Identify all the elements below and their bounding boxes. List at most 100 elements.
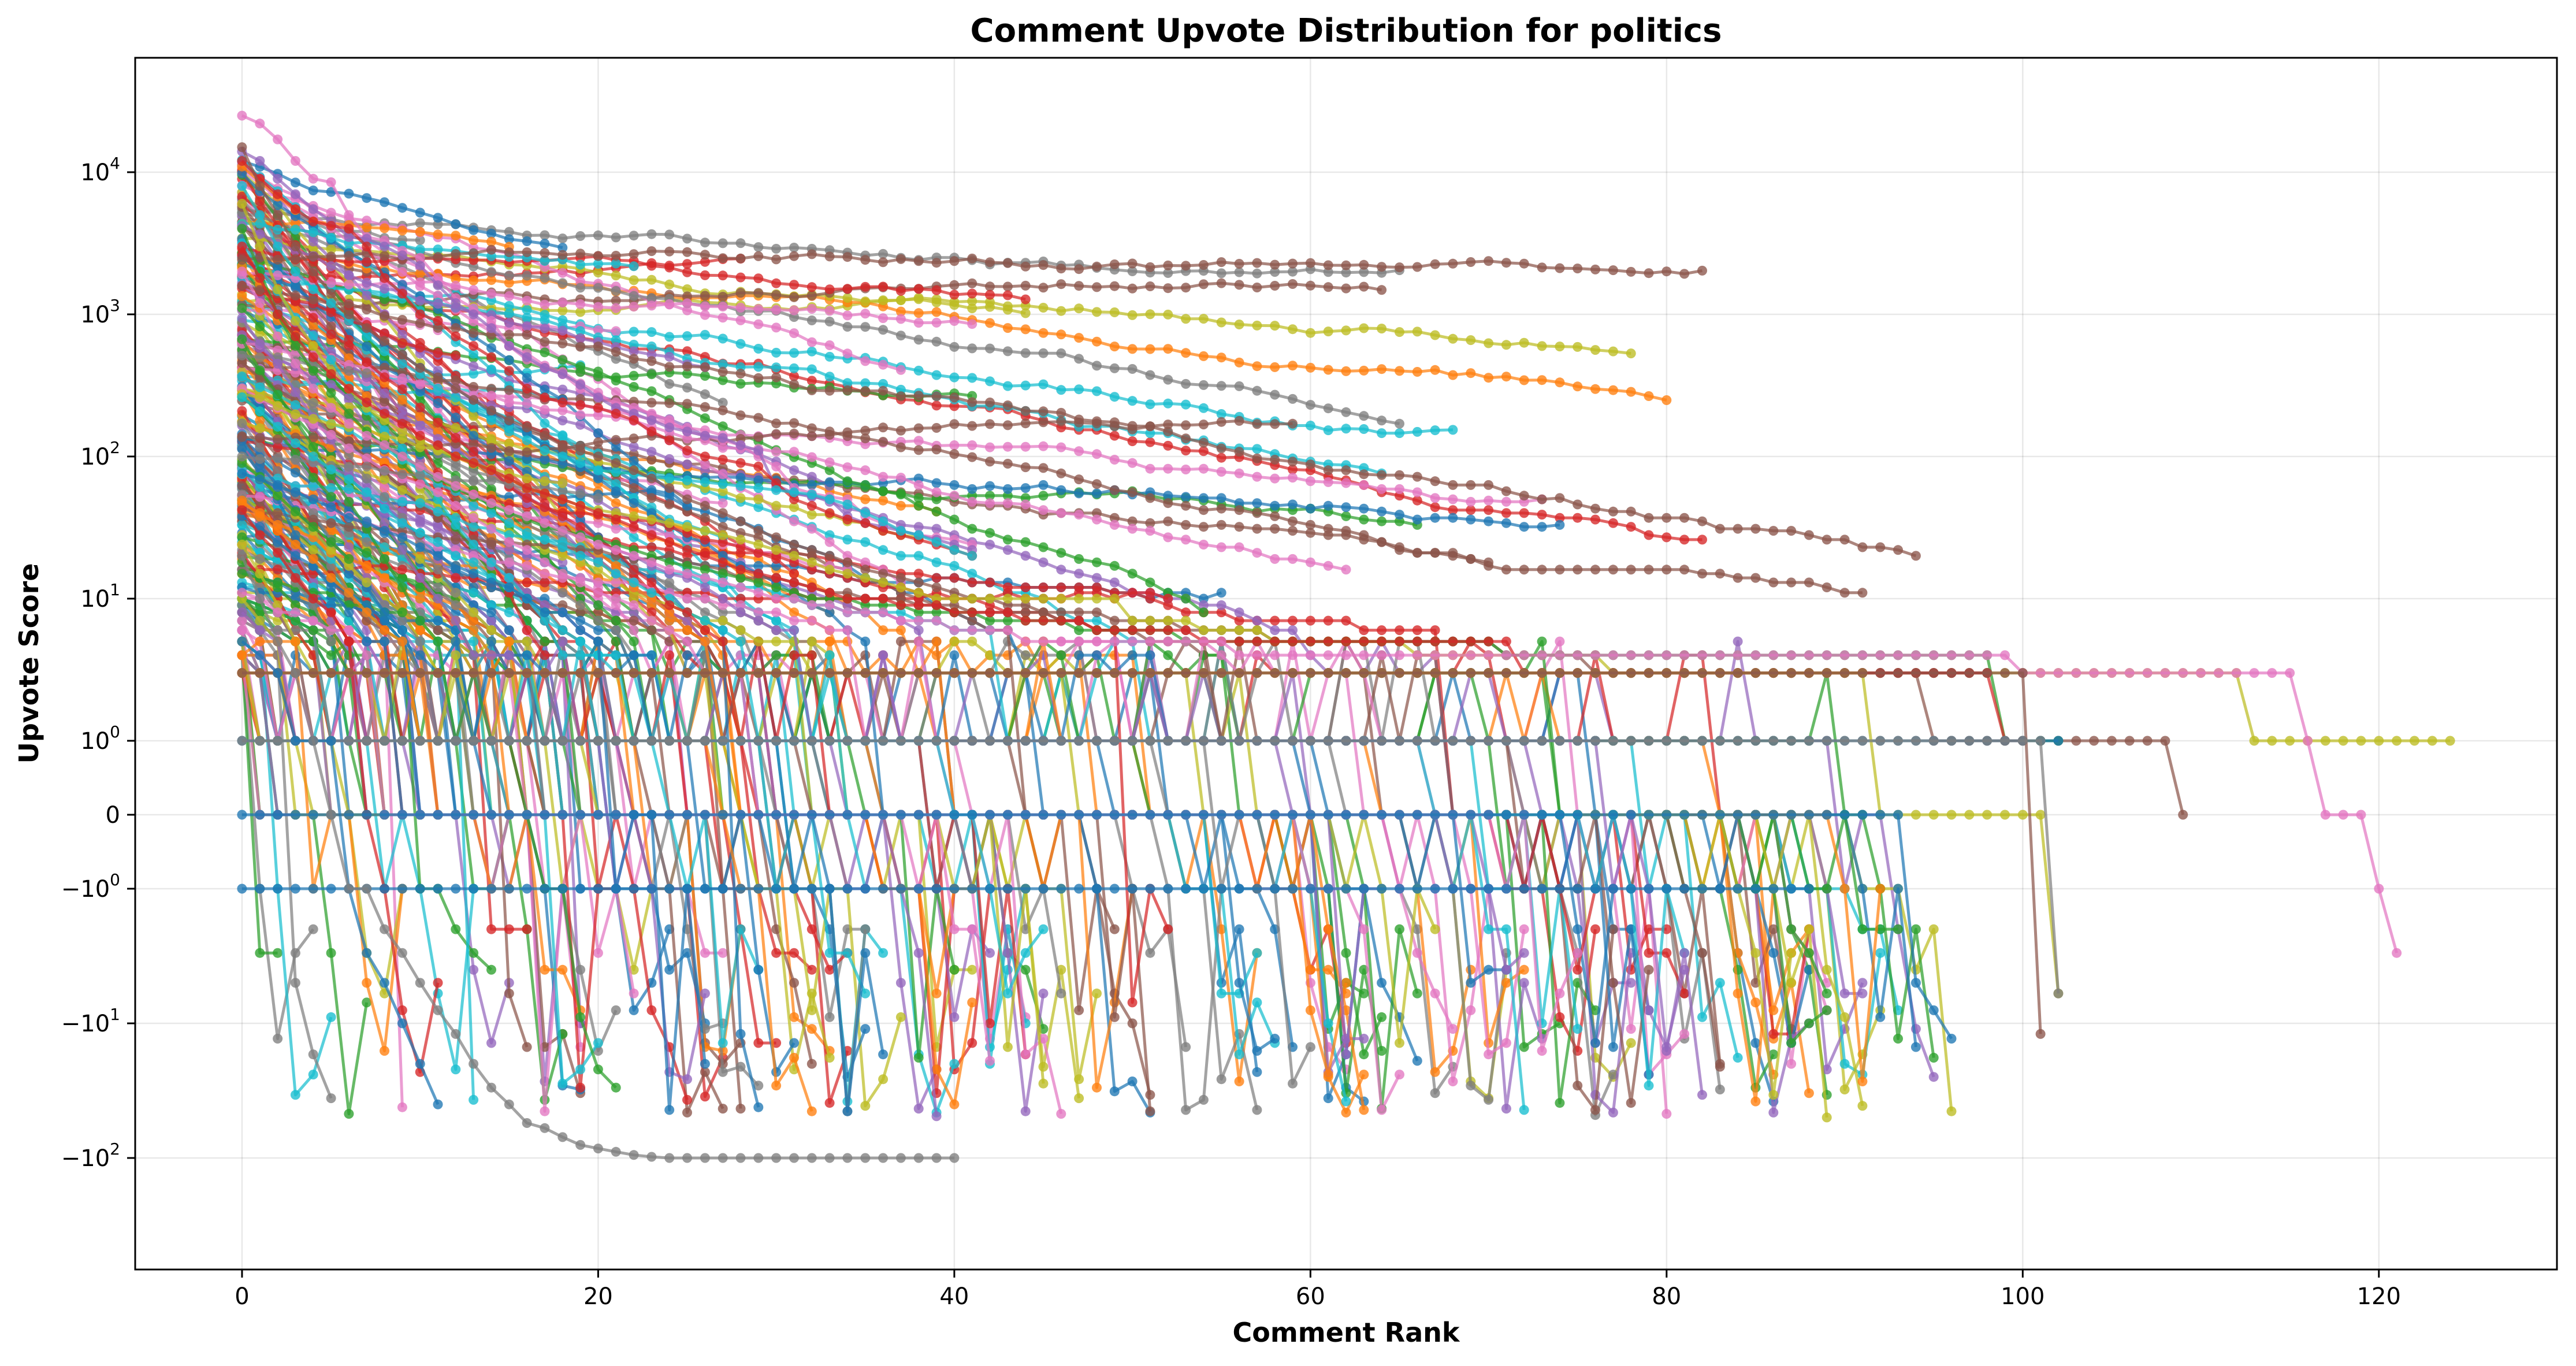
data-point	[1715, 569, 1725, 579]
data-point	[700, 389, 710, 399]
data-point	[1928, 924, 1939, 934]
data-point	[789, 243, 799, 253]
data-point	[1679, 565, 1690, 575]
data-point	[1234, 522, 1244, 532]
data-point	[1768, 577, 1779, 588]
data-point	[1216, 588, 1226, 598]
data-point	[1768, 1029, 1779, 1039]
data-point	[1519, 508, 1529, 518]
data-point	[1430, 1088, 1440, 1098]
data-point	[522, 1042, 532, 1052]
data-point	[700, 1092, 710, 1102]
data-point	[931, 636, 942, 647]
data-point	[1626, 1038, 1636, 1048]
data-point	[1608, 565, 1618, 575]
data-point	[1181, 1042, 1191, 1052]
data-point	[415, 218, 425, 228]
data-point	[1715, 1085, 1725, 1094]
data-point	[1555, 636, 1565, 647]
data-point	[1839, 1085, 1850, 1094]
data-point	[700, 371, 710, 381]
data-point	[308, 924, 318, 934]
data-point	[682, 346, 692, 357]
data-point	[1519, 1042, 1529, 1052]
data-point	[1661, 532, 1672, 543]
data-point	[540, 230, 550, 240]
data-point	[700, 237, 710, 248]
data-point	[789, 1012, 799, 1022]
data-point	[1448, 1077, 1458, 1086]
data-point	[753, 502, 764, 513]
data-point	[1305, 528, 1315, 538]
data-point	[718, 238, 728, 248]
data-point	[753, 560, 764, 571]
data-point	[611, 498, 621, 508]
data-point	[593, 230, 603, 240]
data-point	[1733, 573, 1743, 583]
data-point	[1590, 565, 1600, 575]
data-point	[895, 551, 906, 561]
data-point	[931, 400, 942, 411]
data-point	[629, 532, 639, 543]
data-point	[967, 964, 977, 975]
data-point	[646, 229, 657, 239]
data-point	[1697, 569, 1707, 579]
data-point	[806, 964, 817, 975]
data-point	[611, 354, 621, 364]
data-point	[575, 231, 586, 241]
data-point	[664, 964, 675, 975]
data-point	[1537, 510, 1547, 520]
data-point	[486, 924, 496, 934]
data-point	[1857, 978, 1868, 988]
data-point	[469, 369, 479, 379]
data-point	[789, 569, 799, 579]
data-point	[913, 551, 924, 561]
data-point	[1750, 1038, 1761, 1048]
data-point	[486, 1038, 496, 1048]
data-point	[611, 232, 621, 243]
data-point	[1430, 1067, 1440, 1077]
data-point	[913, 1104, 924, 1114]
data-point	[629, 449, 639, 459]
data-point	[451, 607, 461, 618]
data-point	[1181, 1105, 1191, 1115]
data-point	[1038, 491, 1049, 501]
data-point	[789, 948, 799, 958]
data-point	[1750, 573, 1761, 583]
data-point	[1786, 1059, 1797, 1069]
data-point	[1626, 1024, 1636, 1034]
data-point	[1590, 514, 1600, 525]
data-point	[1198, 522, 1209, 532]
data-point	[718, 948, 728, 958]
data-point	[1163, 516, 1173, 526]
data-point	[1252, 948, 1262, 958]
data-point	[1928, 1072, 1939, 1082]
data-point	[397, 1102, 407, 1112]
data-point	[1234, 1077, 1244, 1086]
data-point	[895, 625, 906, 636]
data-point	[1252, 524, 1262, 534]
data-point	[629, 370, 639, 381]
data-point	[878, 495, 889, 506]
data-point	[629, 625, 639, 636]
data-point	[1092, 615, 1102, 626]
data-point	[718, 398, 728, 408]
series-layer	[237, 110, 2455, 1163]
data-point	[1839, 588, 1850, 598]
data-point	[1697, 1012, 1707, 1022]
data-point	[1216, 268, 1226, 279]
data-point	[1288, 526, 1298, 536]
data-point	[1234, 924, 1244, 934]
data-point	[1092, 988, 1102, 998]
data-point	[1341, 511, 1351, 521]
data-point	[700, 257, 710, 267]
data-point	[1020, 964, 1031, 975]
data-point	[1145, 518, 1155, 528]
data-point	[1234, 267, 1244, 277]
data-point	[273, 1034, 283, 1044]
data-point	[824, 1012, 835, 1022]
data-point	[1466, 1005, 1476, 1015]
data-point	[504, 924, 514, 934]
data-point	[735, 378, 746, 389]
